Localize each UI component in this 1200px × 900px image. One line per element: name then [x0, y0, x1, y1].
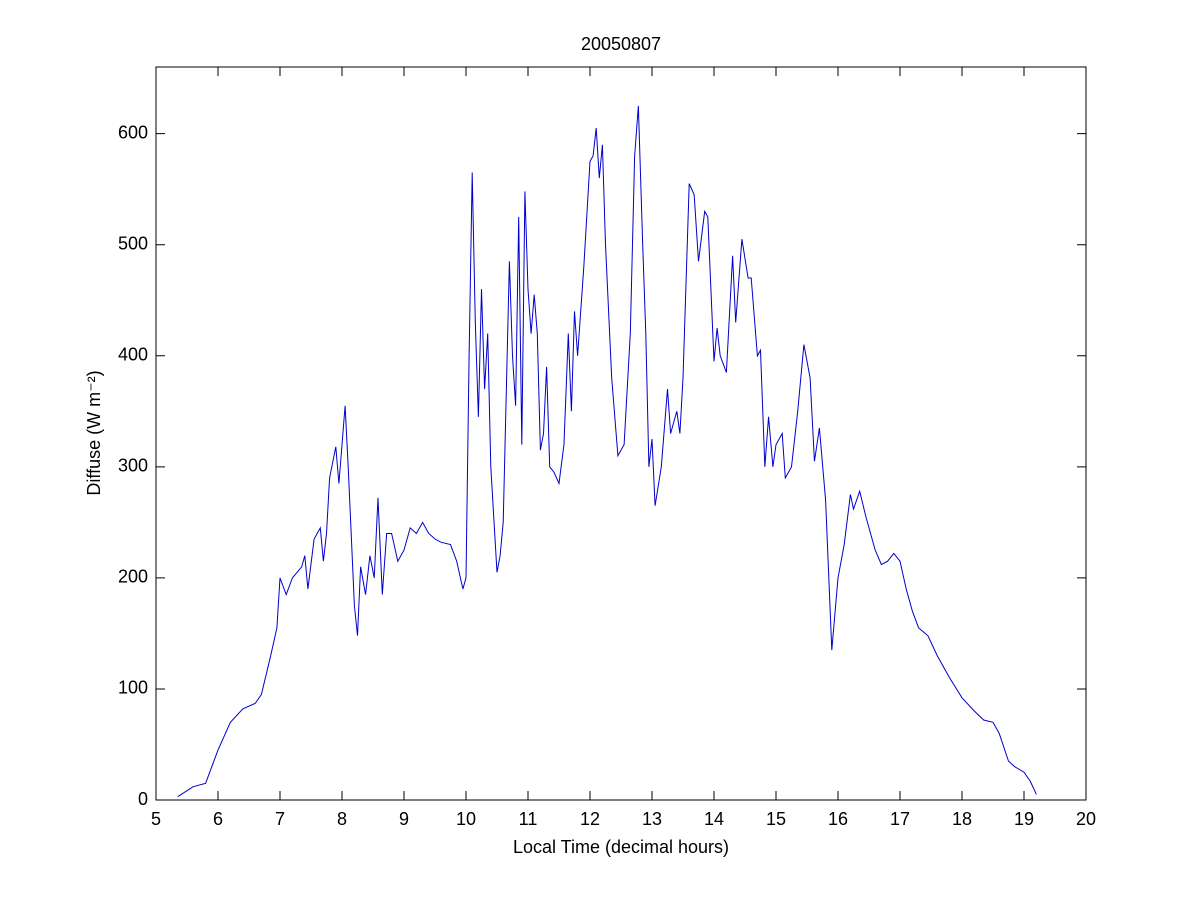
x-tick-label: 11	[519, 809, 538, 829]
x-tick-label: 16	[828, 809, 848, 829]
line-series	[177, 105, 1037, 798]
x-tick-label: 8	[337, 809, 347, 829]
x-tick-label: 14	[704, 809, 724, 829]
x-tick-label: 19	[1014, 809, 1034, 829]
x-tick-label: 20	[1076, 809, 1096, 829]
y-tick-label: 100	[118, 678, 148, 698]
y-tick-label: 200	[118, 567, 148, 587]
y-tick-label: 500	[118, 233, 148, 253]
y-tick-label: 0	[138, 789, 148, 809]
y-axis-label: Diffuse (W m⁻²)	[84, 370, 104, 495]
x-tick-label: 18	[952, 809, 972, 829]
x-tick-label: 5	[151, 809, 161, 829]
x-axis-label: Local Time (decimal hours)	[513, 837, 729, 857]
x-tick-label: 13	[642, 809, 662, 829]
plot-area	[155, 66, 1087, 801]
x-tick-label: 7	[275, 809, 285, 829]
x-tick-label: 10	[456, 809, 476, 829]
y-tick-label: 300	[118, 456, 148, 476]
x-tick-label: 17	[890, 809, 910, 829]
chart-title: 20050807	[581, 34, 661, 54]
x-tick-label: 6	[213, 809, 223, 829]
y-tick-label: 600	[118, 122, 148, 142]
x-tick-label: 12	[580, 809, 600, 829]
x-tick-label: 9	[399, 809, 409, 829]
y-tick-label: 400	[118, 345, 148, 365]
x-tick-label: 15	[766, 809, 786, 829]
